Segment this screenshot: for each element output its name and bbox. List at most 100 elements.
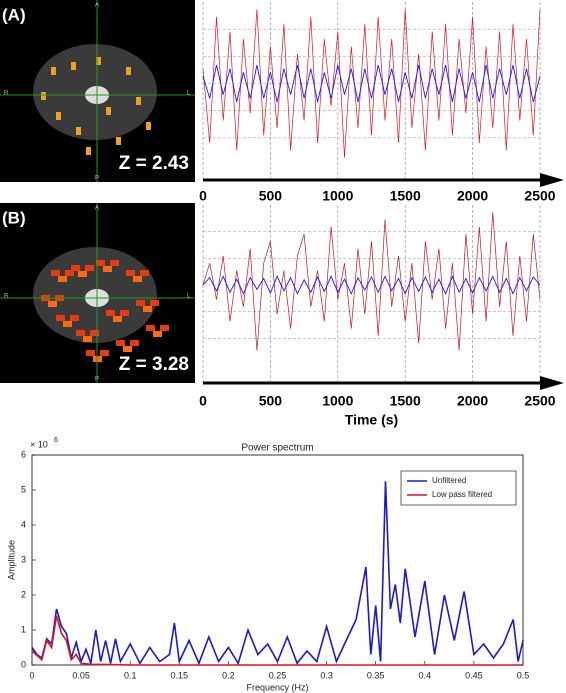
activation-blob: [146, 325, 155, 331]
orientation-label: R: [4, 294, 9, 300]
activation-blob: [90, 330, 99, 336]
x-tick-label: 0: [29, 670, 34, 680]
legend: [400, 470, 517, 506]
activation-blob: [41, 92, 46, 100]
activation-blob: [160, 325, 169, 331]
x-tick-label: 2000: [457, 393, 488, 409]
y-tick-label: 3: [21, 554, 26, 564]
orientation-label: L: [187, 294, 191, 300]
statistic: Z = 3.28: [119, 354, 189, 375]
legend-label: Low pass filtered: [432, 490, 492, 499]
time-series: [202, 64, 541, 103]
x-tick-label: 500: [259, 188, 283, 204]
activation-blob: [153, 331, 162, 337]
y-tick-label: 4: [21, 519, 26, 529]
x-tick-label: 0.45: [465, 670, 483, 680]
axis-arrow: [540, 376, 564, 390]
activation-blob: [106, 107, 111, 115]
x-tick-label: 0.3: [320, 670, 333, 680]
activation-blob: [58, 276, 67, 282]
activation-blob: [78, 271, 87, 277]
activation-blob: [76, 330, 85, 336]
activation-blob: [126, 270, 135, 276]
x-tick-label: 0.2: [222, 670, 235, 680]
activation-blob: [106, 310, 115, 316]
orientation-label: A: [95, 206, 99, 212]
x-tick-label: 0: [199, 188, 207, 204]
x-tick-label: 500: [259, 393, 283, 409]
activation-blob: [120, 310, 129, 316]
activation-blob: [63, 321, 72, 327]
activation-blob: [71, 62, 76, 70]
activation-blob: [110, 260, 119, 266]
activation-blob: [143, 306, 152, 312]
activation-blob: [56, 315, 65, 321]
orientation-label: P: [95, 377, 99, 383]
orientation-label: A: [95, 3, 99, 9]
x-tick-label: 1500: [390, 393, 421, 409]
orientation-label: P: [95, 176, 99, 182]
activation-blob: [86, 350, 95, 356]
orientation-label: R: [4, 91, 9, 97]
activation-blob: [113, 316, 122, 322]
activation-blob: [86, 147, 91, 155]
x-tick-label: 2000: [457, 188, 488, 204]
orientation-label: L: [187, 91, 191, 97]
activation-blob: [146, 122, 151, 130]
activation-blob: [70, 315, 79, 321]
y-tick-label: 0: [21, 659, 26, 669]
x-tick-label: 2500: [524, 393, 555, 409]
panel-label: (B): [2, 208, 26, 227]
y-scale: × 10: [30, 439, 48, 449]
activation-blob: [150, 300, 159, 306]
x-tick-label: 0.5: [517, 670, 530, 680]
y-tick-label: 5: [21, 484, 26, 494]
y-tick-label: 2: [21, 589, 26, 599]
activation-blob: [126, 67, 131, 75]
activation-blob: [56, 112, 61, 120]
activation-blob: [96, 57, 101, 65]
activation-blob: [116, 340, 125, 346]
activation-blob: [83, 336, 92, 342]
y-tick-label: 6: [21, 449, 26, 459]
axis-arrow: [540, 173, 564, 187]
activation-blob: [130, 340, 139, 346]
activation-blob: [76, 127, 81, 135]
activation-blob: [71, 265, 80, 271]
x-tick-label: 0.1: [124, 670, 137, 680]
x-tick-label: 1500: [390, 188, 421, 204]
activation-blob: [133, 276, 142, 282]
activation-blob: [100, 350, 109, 356]
activation-blob: [48, 301, 57, 307]
y-axis-label: Amplitude: [6, 540, 16, 580]
legend-label: Unfiltered: [432, 476, 466, 485]
x-axis-label: Frequency (Hz): [246, 682, 308, 692]
x-axis-label: Time (s): [345, 412, 398, 428]
activation-blob: [103, 266, 112, 272]
y-tick-label: 1: [21, 624, 26, 634]
activation-blob: [51, 270, 60, 276]
activation-blob: [85, 265, 94, 271]
spectrum-line: [31, 481, 524, 666]
x-tick-label: 0.05: [72, 670, 90, 680]
activation-blob: [136, 97, 141, 105]
activation-blob: [96, 260, 105, 266]
panel-label: (A): [2, 5, 26, 24]
activation-blob: [116, 137, 121, 145]
x-tick-label: 0.35: [367, 670, 385, 680]
y-scale-exponent: 6: [54, 437, 58, 444]
x-tick-label: 0.4: [419, 670, 432, 680]
activation-blob: [123, 346, 132, 352]
brain-image: A P R L (A) Z = 2.43: [0, 0, 195, 182]
x-tick-label: 1000: [322, 188, 353, 204]
time-series: [202, 212, 541, 351]
x-tick-label: 1000: [322, 393, 353, 409]
brain-image: A P R L (B) Z = 3.28: [0, 203, 195, 383]
activation-blob: [136, 300, 145, 306]
x-tick-label: 2500: [524, 188, 555, 204]
spectrum-line: [31, 615, 523, 666]
statistic: Z = 2.43: [119, 153, 189, 174]
activation-blob: [51, 67, 56, 75]
